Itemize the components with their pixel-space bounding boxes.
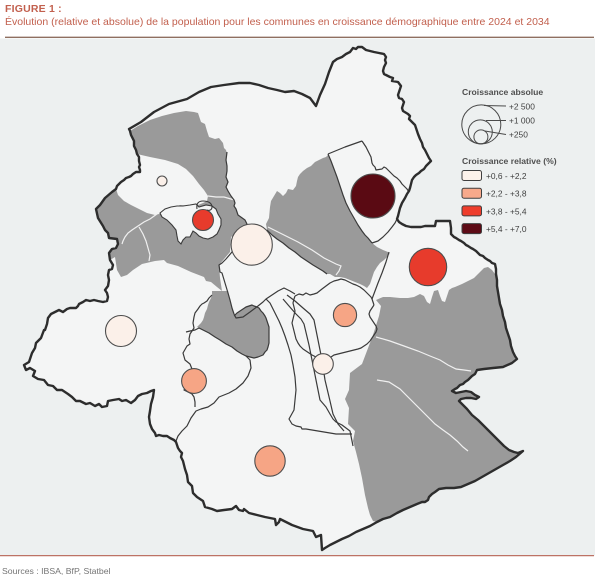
svg-text:+250: +250	[509, 130, 528, 140]
svg-text:+5,4 - +7,0: +5,4 - +7,0	[486, 224, 527, 234]
svg-text:Croissance absolue: Croissance absolue	[462, 87, 543, 97]
svg-text:+2 500: +2 500	[509, 102, 535, 112]
svg-text:+1 000: +1 000	[509, 116, 535, 126]
svg-text:Croissance relative (%): Croissance relative (%)	[462, 156, 557, 166]
svg-text:+3,8 - +5,4: +3,8 - +5,4	[486, 206, 527, 216]
svg-text:+2,2 - +3,8: +2,2 - +3,8	[486, 189, 527, 199]
svg-text:+0,6 - +2,2: +0,6 - +2,2	[486, 171, 527, 181]
